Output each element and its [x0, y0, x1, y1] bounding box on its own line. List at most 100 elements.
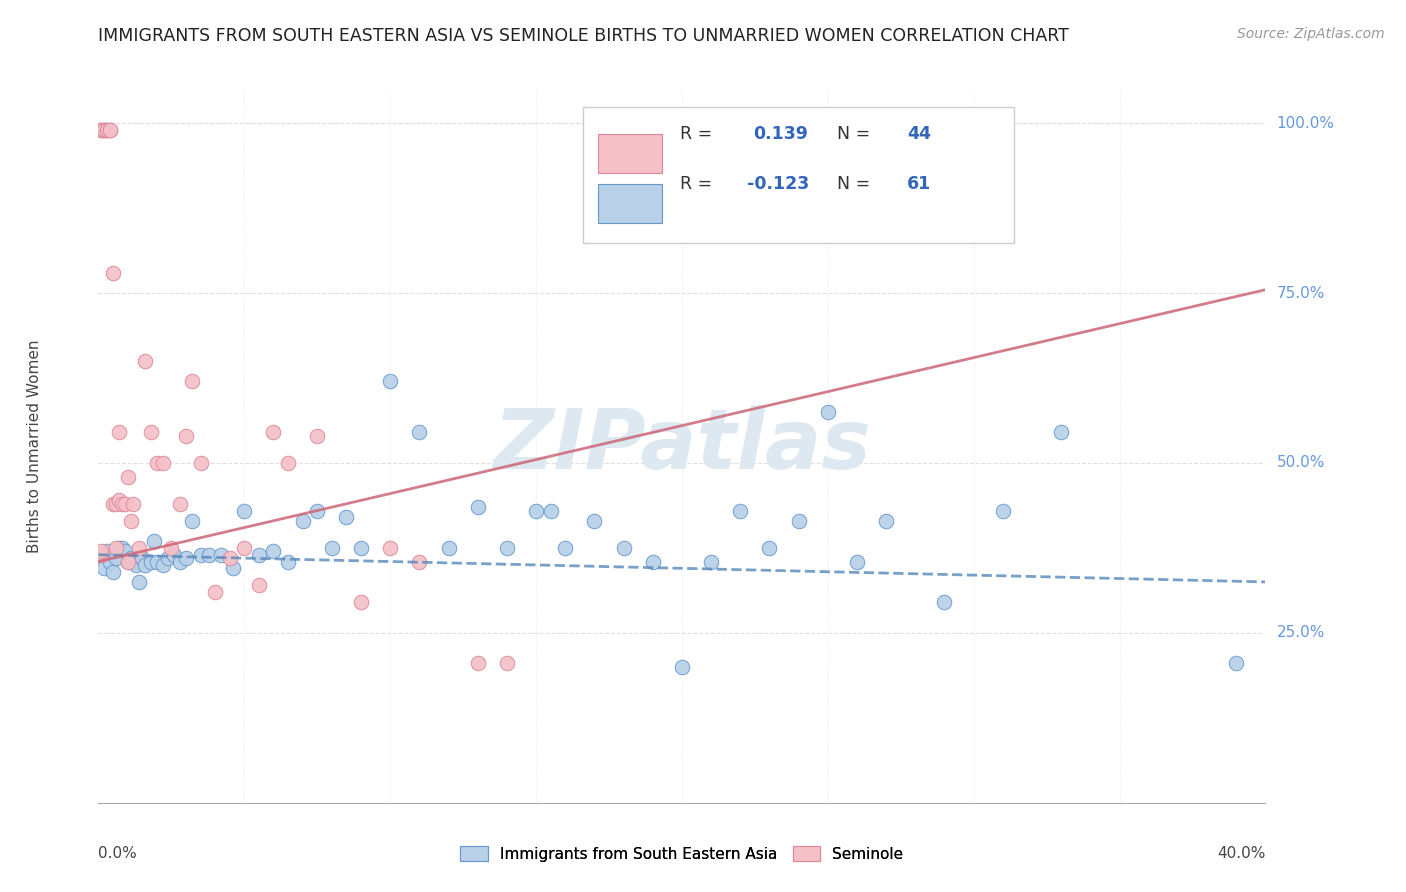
Point — [131, 551, 153, 566]
Point — [467, 657, 489, 671]
Point — [307, 429, 329, 443]
Point — [101, 565, 124, 579]
Point — [540, 503, 562, 517]
Point — [218, 551, 240, 566]
Point — [128, 574, 150, 589]
FancyBboxPatch shape — [598, 184, 662, 223]
Point — [93, 123, 115, 137]
Point — [90, 544, 112, 558]
Point — [108, 541, 131, 555]
Point — [108, 425, 131, 440]
Text: 25.0%: 25.0% — [1277, 625, 1324, 640]
Text: R =: R = — [679, 125, 723, 143]
Point — [277, 555, 299, 569]
Point — [139, 555, 162, 569]
Point — [146, 555, 169, 569]
Point — [1225, 657, 1247, 671]
Point — [495, 541, 517, 555]
Point — [204, 585, 226, 599]
Point — [96, 544, 118, 558]
Text: Source: ZipAtlas.com: Source: ZipAtlas.com — [1237, 27, 1385, 41]
Point — [114, 544, 136, 558]
Point — [122, 555, 145, 569]
Text: 100.0%: 100.0% — [1277, 116, 1334, 131]
Point — [728, 503, 751, 517]
Point — [758, 541, 780, 555]
Point — [120, 551, 142, 566]
FancyBboxPatch shape — [582, 107, 1015, 243]
Point — [291, 514, 314, 528]
Point — [277, 456, 299, 470]
Point — [307, 503, 329, 517]
Point — [247, 548, 270, 562]
Text: IMMIGRANTS FROM SOUTH EASTERN ASIA VS SEMINOLE BIRTHS TO UNMARRIED WOMEN CORRELA: IMMIGRANTS FROM SOUTH EASTERN ASIA VS SE… — [98, 27, 1070, 45]
Point — [104, 541, 127, 555]
Point — [104, 551, 127, 566]
FancyBboxPatch shape — [598, 134, 662, 173]
Point — [583, 514, 606, 528]
Point — [247, 578, 270, 592]
Point — [101, 266, 124, 280]
Point — [90, 123, 112, 137]
Point — [875, 514, 897, 528]
Point — [108, 493, 131, 508]
Text: 75.0%: 75.0% — [1277, 285, 1324, 301]
Text: N =: N = — [837, 175, 876, 193]
Point — [991, 503, 1014, 517]
Point — [163, 548, 186, 562]
Point — [111, 541, 134, 555]
Point — [98, 555, 121, 569]
Point — [198, 548, 221, 562]
Point — [169, 497, 191, 511]
Point — [671, 660, 693, 674]
Point — [700, 555, 723, 569]
Point — [934, 595, 956, 609]
Point — [160, 541, 183, 555]
Point — [335, 510, 357, 524]
Point — [378, 541, 402, 555]
Text: 40.0%: 40.0% — [1218, 846, 1265, 861]
Point — [554, 541, 576, 555]
Point — [174, 551, 197, 566]
Text: N =: N = — [837, 125, 876, 143]
Point — [817, 405, 839, 419]
Point — [139, 425, 162, 440]
Point — [122, 497, 145, 511]
Point — [104, 497, 127, 511]
Point — [845, 555, 868, 569]
Point — [467, 500, 489, 515]
Point — [90, 123, 112, 137]
Point — [1050, 425, 1073, 440]
Point — [114, 497, 136, 511]
Point — [142, 534, 165, 549]
Point — [174, 429, 197, 443]
Text: R =: R = — [679, 175, 717, 193]
Point — [96, 123, 118, 137]
Point — [93, 561, 115, 575]
Point — [98, 123, 121, 137]
Point — [152, 558, 174, 572]
Point — [134, 354, 156, 368]
Point — [152, 456, 174, 470]
Point — [221, 561, 243, 575]
Text: -0.123: -0.123 — [747, 175, 810, 193]
Point — [180, 514, 202, 528]
Point — [612, 541, 634, 555]
Point — [495, 657, 517, 671]
Point — [96, 123, 118, 137]
Point — [233, 541, 256, 555]
Point — [524, 503, 547, 517]
Point — [262, 425, 284, 440]
Text: 50.0%: 50.0% — [1277, 456, 1324, 470]
Point — [128, 541, 150, 555]
Point — [787, 514, 810, 528]
Point — [378, 375, 402, 389]
Point — [437, 541, 460, 555]
Text: Births to Unmarried Women: Births to Unmarried Women — [27, 339, 42, 553]
Point — [134, 558, 156, 572]
Point — [190, 548, 212, 562]
Text: 61: 61 — [907, 175, 931, 193]
Text: 44: 44 — [907, 125, 931, 143]
Point — [157, 551, 180, 566]
Point — [169, 555, 191, 569]
